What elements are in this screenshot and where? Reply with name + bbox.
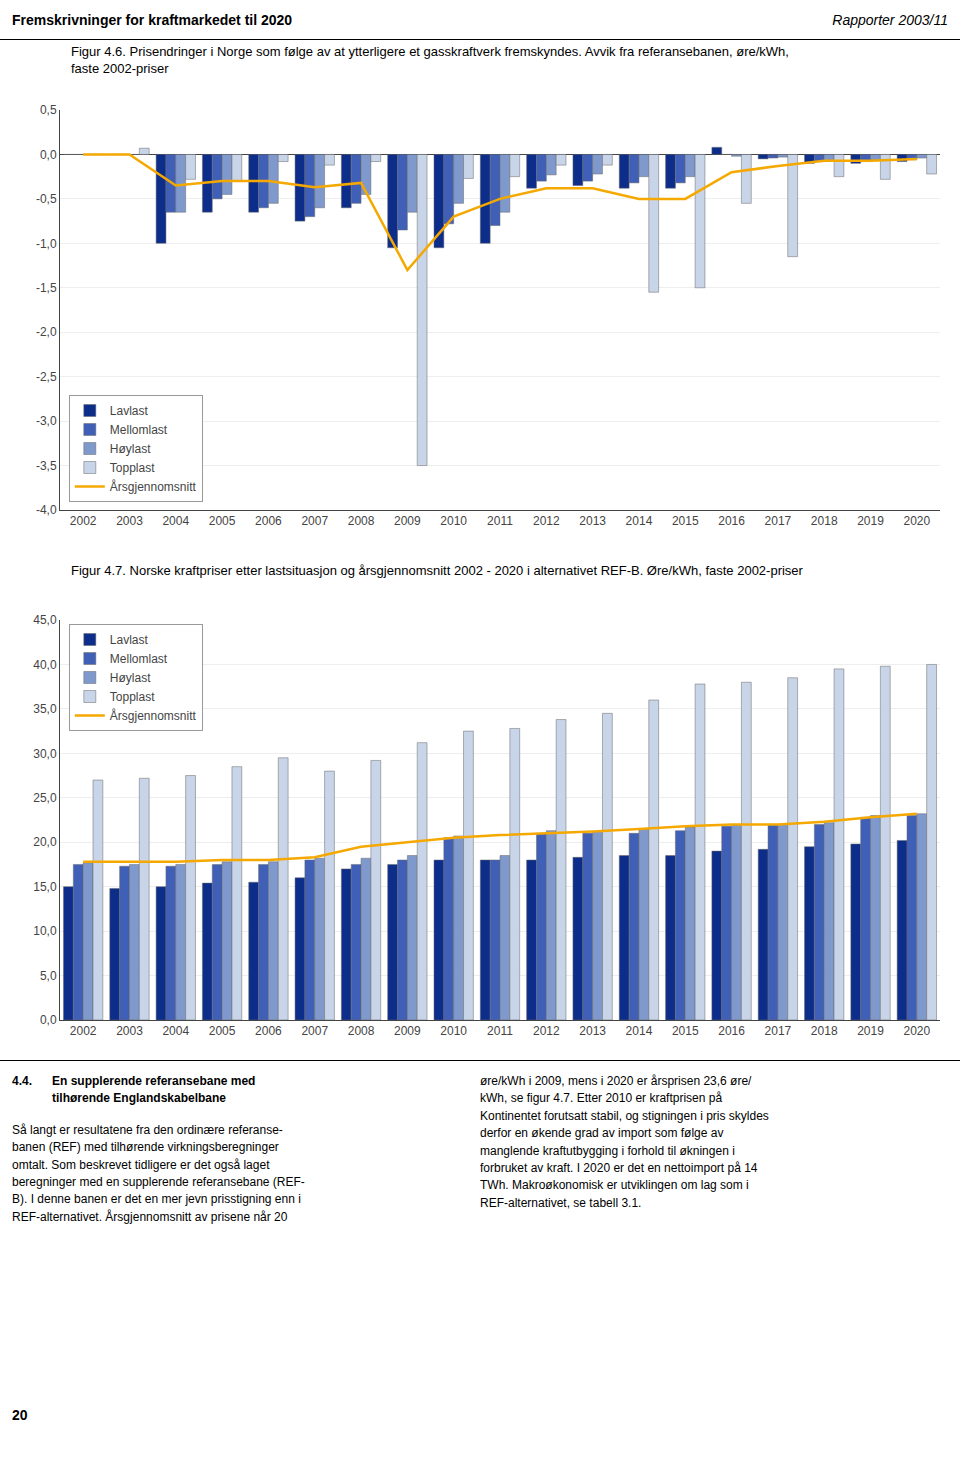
svg-text:2006: 2006 [255,1024,282,1038]
html-text:Så langt er resultatene fra de: Så langt er resultatene fra den ordinære… [12,1122,305,1224]
html-text:En supplerende referansebane m: En supplerende referansebane med tilhøre… [52,1074,256,1106]
svg-text:Lavlast: Lavlast [110,633,149,647]
svg-text:Figur 4.6. Prisendringer i Nor: Figur 4.6. Prisendringer i Norge som føl… [71,44,789,76]
svg-text:2018: 2018 [811,1024,838,1038]
svg-text:Mellomlast: Mellomlast [110,423,168,437]
svg-text:2006: 2006 [255,514,282,528]
svg-text:2003: 2003 [116,1024,143,1038]
svg-text:2016: 2016 [718,1024,745,1038]
svg-text:-0,5: -0,5 [36,192,57,206]
svg-text:2002: 2002 [70,514,97,528]
svg-text:Årsgjennomsnitt: Årsgjennomsnitt [110,708,197,723]
svg-text:5,0: 5,0 [40,969,57,983]
svg-text:0,0: 0,0 [40,1013,57,1027]
svg-text:-2,5: -2,5 [36,370,57,384]
svg-text:35,0: 35,0 [33,702,57,716]
svg-text:40,0: 40,0 [33,658,57,672]
svg-text:-1,5: -1,5 [36,281,57,295]
svg-text:2017: 2017 [765,514,792,528]
svg-text:Figur 4.7. Norske kraftpriser: Figur 4.7. Norske kraftpriser etter last… [71,563,804,578]
svg-text:2005: 2005 [209,514,236,528]
svg-text:2020: 2020 [903,514,930,528]
svg-text:2007: 2007 [301,1024,328,1038]
svg-text:2013: 2013 [579,1024,606,1038]
svg-text:2011: 2011 [487,1024,513,1038]
svg-text:Årsgjennomsnitt: Årsgjennomsnitt [110,479,197,494]
svg-text:2015: 2015 [672,1024,699,1038]
svg-text:2014: 2014 [626,1024,653,1038]
svg-text:-4,0: -4,0 [36,503,57,517]
svg-text:2015: 2015 [672,514,699,528]
svg-text:2009: 2009 [394,1024,421,1038]
svg-text:2004: 2004 [162,1024,189,1038]
svg-text:20,0: 20,0 [33,835,57,849]
html-text:Fremskrivninger for kraftmarke: Fremskrivninger for kraftmarkedet til 20… [12,11,293,28]
svg-text:15,0: 15,0 [33,880,57,894]
svg-text:2013: 2013 [579,514,606,528]
svg-text:25,0: 25,0 [33,791,57,805]
svg-text:2017: 2017 [765,1024,792,1038]
svg-text:0,5: 0,5 [40,103,57,117]
svg-text:-3,0: -3,0 [36,414,57,428]
html-text:4.4.: 4.4. [12,1074,32,1088]
svg-text:0,0: 0,0 [40,148,57,162]
svg-text:2004: 2004 [162,514,189,528]
svg-text:Mellomlast: Mellomlast [110,652,168,666]
svg-text:-3,5: -3,5 [36,459,57,473]
svg-text:2010: 2010 [440,514,467,528]
svg-text:Topplast: Topplast [110,690,155,704]
svg-text:2018: 2018 [811,514,838,528]
svg-text:2014: 2014 [626,514,653,528]
svg-text:2008: 2008 [348,1024,375,1038]
svg-text:Topplast: Topplast [110,461,155,475]
html-text:20: 20 [12,1406,28,1423]
html-text:øre/kWh i 2009, mens i 2020 er: øre/kWh i 2009, mens i 2020 er årsprisen… [480,1074,769,1210]
svg-text:-1,0: -1,0 [36,237,57,251]
svg-text:30,0: 30,0 [33,747,57,761]
svg-text:2008: 2008 [348,514,375,528]
svg-text:2002: 2002 [70,1024,97,1038]
svg-text:2010: 2010 [440,1024,467,1038]
svg-text:2005: 2005 [209,1024,236,1038]
svg-text:Høylast: Høylast [110,671,151,685]
svg-text:10,0: 10,0 [33,924,57,938]
svg-text:2007: 2007 [301,514,328,528]
svg-text:45,0: 45,0 [33,613,57,627]
svg-text:2011: 2011 [487,514,513,528]
html-text:Rapporter 2003/11: Rapporter 2003/11 [832,11,948,28]
svg-text:Lavlast: Lavlast [110,404,149,418]
svg-text:2009: 2009 [394,514,421,528]
svg-text:2012: 2012 [533,514,560,528]
svg-text:2012: 2012 [533,1024,560,1038]
svg-text:2019: 2019 [857,514,884,528]
svg-text:2019: 2019 [857,1024,884,1038]
svg-text:Høylast: Høylast [110,442,151,456]
svg-text:-2,0: -2,0 [36,325,57,339]
svg-text:2003: 2003 [116,514,143,528]
svg-text:2020: 2020 [903,1024,930,1038]
svg-text:2016: 2016 [718,514,745,528]
